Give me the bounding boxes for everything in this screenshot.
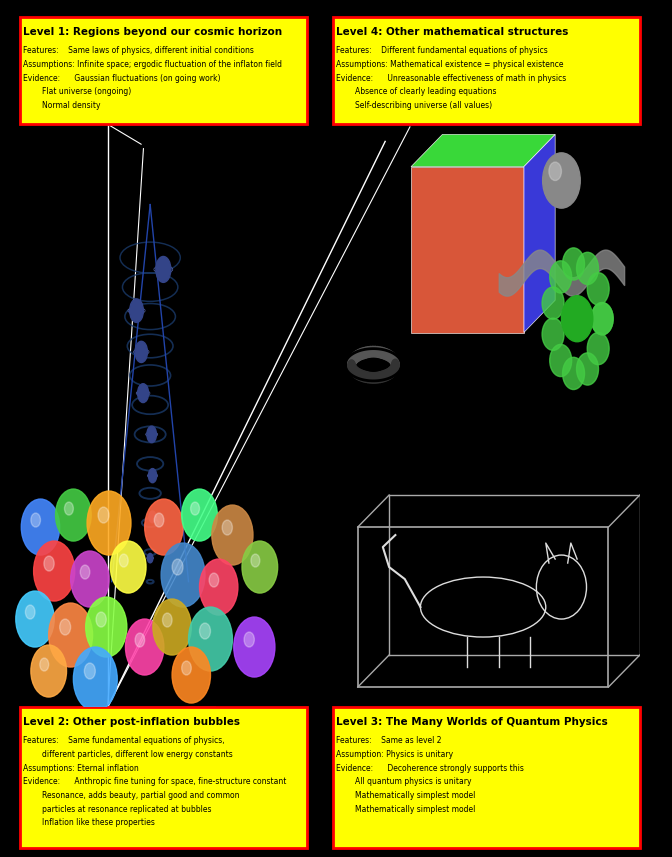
Text: Features:    Same as level 2: Features: Same as level 2	[336, 736, 442, 746]
Text: Level 4: Other mathematical structures: Level 4: Other mathematical structures	[336, 27, 569, 38]
Text: Level 1: Regions beyond our cosmic horizon: Level 1: Regions beyond our cosmic horiz…	[23, 27, 282, 38]
FancyBboxPatch shape	[333, 17, 640, 124]
FancyBboxPatch shape	[19, 17, 307, 124]
Text: Evidence:      Gaussian fluctuations (on going work): Evidence: Gaussian fluctuations (on goin…	[23, 74, 220, 83]
Text: Mathematically simplest model: Mathematically simplest model	[336, 791, 476, 800]
FancyBboxPatch shape	[333, 707, 640, 848]
Text: Normal density: Normal density	[23, 101, 100, 111]
Text: Mathematically simplest model: Mathematically simplest model	[336, 805, 476, 814]
Text: Assumptions: Infinite space; ergodic fluctuation of the inflaton field: Assumptions: Infinite space; ergodic flu…	[23, 60, 282, 69]
Text: Evidence:      Decoherence strongly supports this: Evidence: Decoherence strongly supports …	[336, 764, 524, 773]
Text: Self-describing universe (all values): Self-describing universe (all values)	[336, 101, 493, 111]
Text: different particles, different low energy constants: different particles, different low energ…	[23, 750, 233, 759]
Text: Features:    Same laws of physics, different initial conditions: Features: Same laws of physics, differen…	[23, 46, 254, 56]
Text: Inflation like these properties: Inflation like these properties	[23, 818, 155, 828]
Text: Evidence:      Anthropic fine tuning for space, fine-structure constant: Evidence: Anthropic fine tuning for spac…	[23, 777, 286, 787]
Text: Assumption: Physics is unitary: Assumption: Physics is unitary	[336, 750, 454, 759]
Text: Assumptions: Mathematical existence = physical existence: Assumptions: Mathematical existence = ph…	[336, 60, 564, 69]
Text: Evidence:      Unreasonable effectiveness of math in physics: Evidence: Unreasonable effectiveness of …	[336, 74, 566, 83]
Text: Assumptions: Eternal inflation: Assumptions: Eternal inflation	[23, 764, 138, 773]
FancyBboxPatch shape	[19, 707, 307, 848]
Text: All quantum physics is unitary: All quantum physics is unitary	[336, 777, 472, 787]
Text: Absence of clearly leading equations: Absence of clearly leading equations	[336, 87, 497, 97]
Text: Features:    Same fundamental equations of physics,: Features: Same fundamental equations of …	[23, 736, 224, 746]
Text: Level 2: Other post-inflation bubbles: Level 2: Other post-inflation bubbles	[23, 717, 240, 728]
Text: Level 3: The Many Worlds of Quantum Physics: Level 3: The Many Worlds of Quantum Phys…	[336, 717, 608, 728]
Text: Resonance, adds beauty, partial good and common: Resonance, adds beauty, partial good and…	[23, 791, 239, 800]
Text: Features:    Different fundamental equations of physics: Features: Different fundamental equation…	[336, 46, 548, 56]
Text: particles at resonance replicated at bubbles: particles at resonance replicated at bub…	[23, 805, 212, 814]
Text: Flat universe (ongoing): Flat universe (ongoing)	[23, 87, 131, 97]
